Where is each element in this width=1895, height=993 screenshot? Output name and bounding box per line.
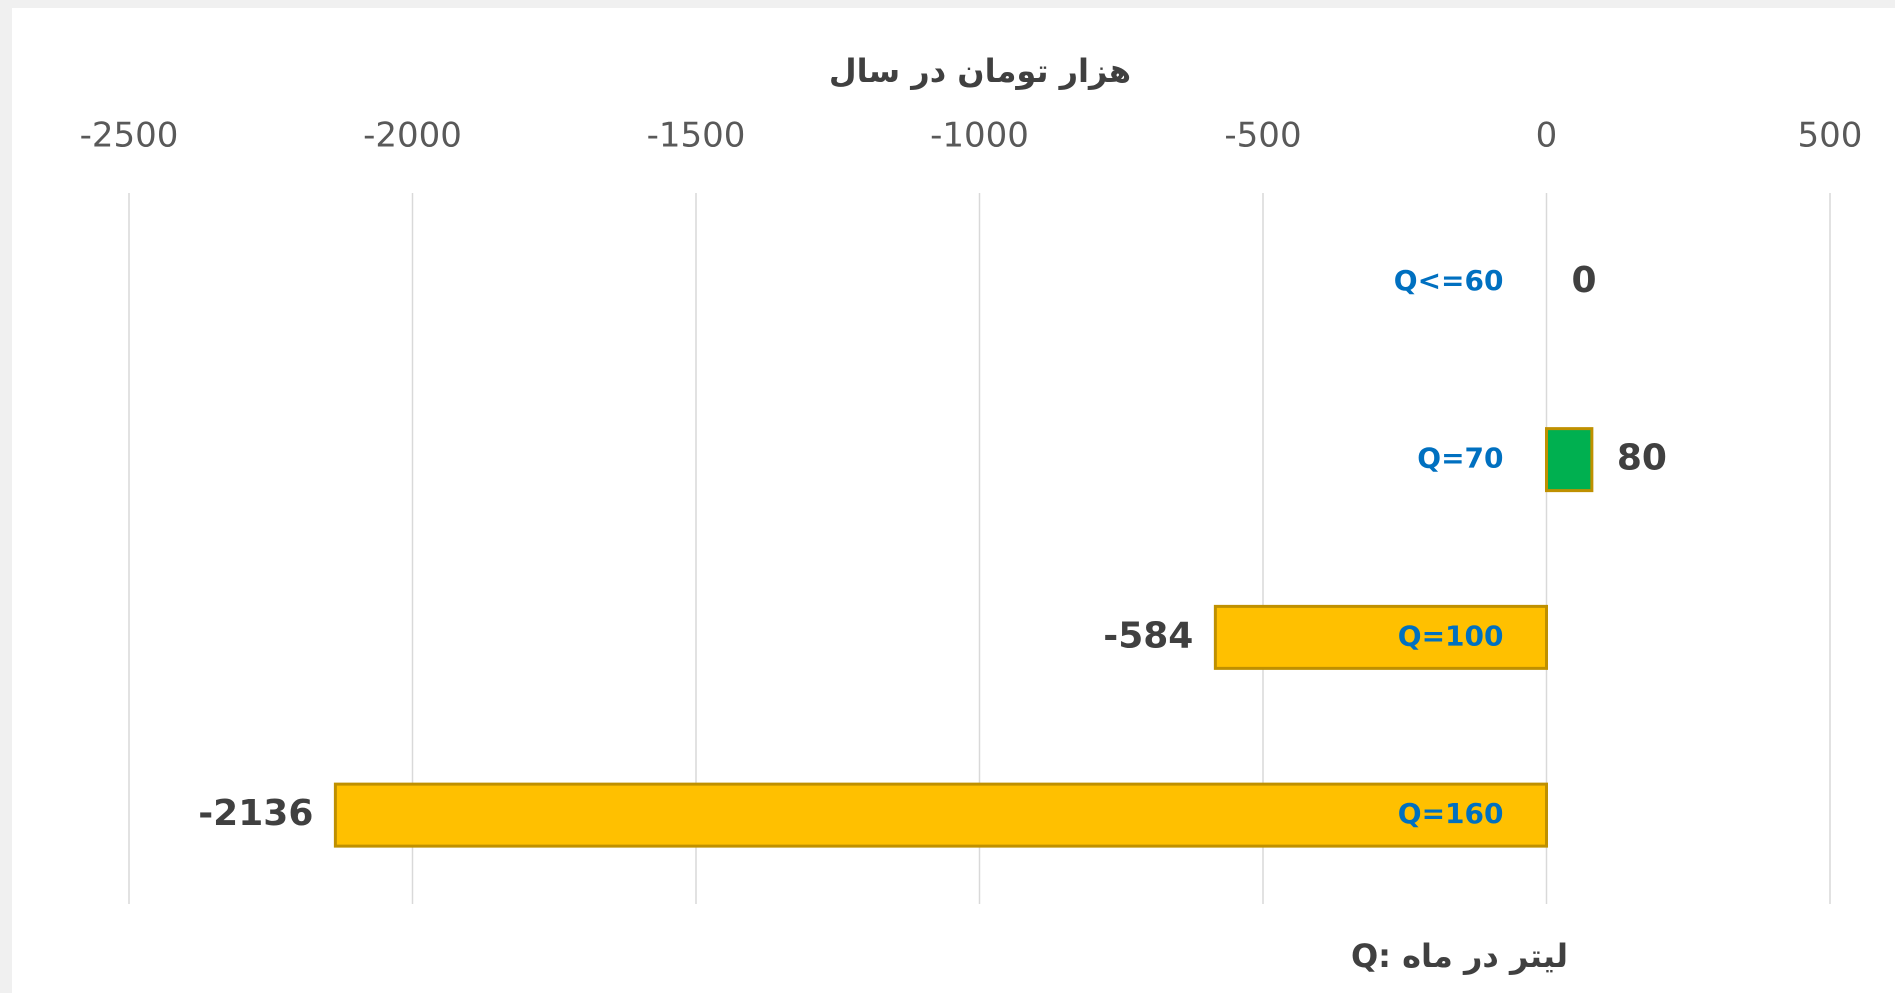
x-tick-label: -500 — [1224, 116, 1301, 156]
value-label: 0 — [1572, 260, 1597, 301]
bar — [1545, 427, 1594, 493]
note: Q: لیتر در ماه — [1351, 937, 1568, 975]
x-tick-label: -2500 — [80, 116, 179, 156]
category-label: Q=100 — [1398, 619, 1504, 652]
x-tick-label: -1000 — [930, 116, 1029, 156]
x-tick-label: -1500 — [647, 116, 746, 156]
bar — [1213, 604, 1548, 670]
category-label: Q=160 — [1398, 797, 1504, 830]
value-label: 80 — [1617, 438, 1667, 479]
bar — [333, 782, 1549, 848]
x-tick-label: -2000 — [363, 116, 462, 156]
category-label: Q<=60 — [1394, 264, 1504, 297]
value-label: -2136 — [198, 793, 313, 834]
category-label: Q=70 — [1417, 442, 1503, 475]
value-label: -584 — [1103, 615, 1193, 656]
x-tick-label: 0 — [1536, 116, 1558, 156]
axis-title: هزار تومان در سال — [829, 52, 1131, 90]
x-tick-label: 500 — [1798, 116, 1863, 156]
